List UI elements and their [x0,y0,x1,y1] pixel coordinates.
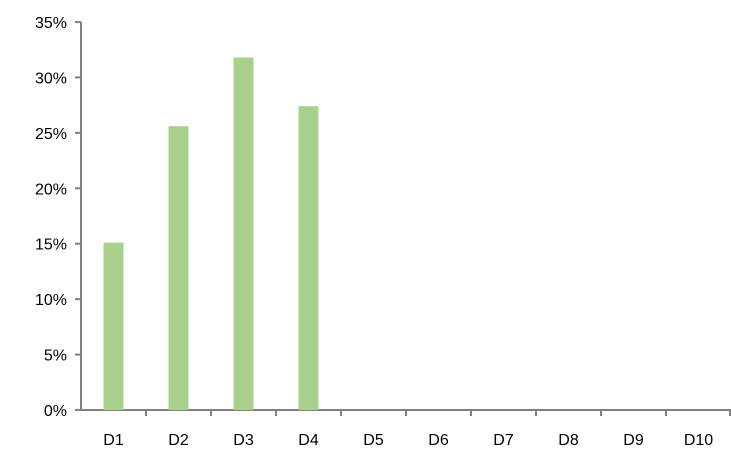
bar-d4 [298,106,319,410]
y-tick-label: 30% [35,70,67,87]
y-axis: 0% 5% 10% 15% 20% 25% 30% 35% [35,15,82,420]
bar-d2 [168,126,189,410]
y-tick-label: 10% [35,292,67,309]
x-tick-label: D4 [298,432,319,449]
y-tick-label: 15% [35,237,67,254]
bar-d3 [233,57,254,411]
x-tick-label: D5 [363,432,384,449]
x-tick-label: D2 [168,432,189,449]
x-tick-label: D10 [684,432,713,449]
y-tick-label: 20% [35,181,67,198]
y-tick-label: 25% [35,126,67,143]
x-tick-label: D6 [428,432,449,449]
x-axis: D1 D2 D3 D4 D5 D6 D7 D8 D9 D10 [81,409,731,449]
x-tick-label: D3 [233,432,254,449]
x-tick-label: D9 [623,432,644,449]
bar-d1 [103,242,124,410]
x-tick-label: D1 [103,432,124,449]
y-tick-label: 35% [35,15,67,32]
bars [103,57,319,411]
y-tick-label: 0% [44,403,67,420]
y-tick-label: 5% [44,348,67,365]
x-tick-label: D8 [558,432,579,449]
x-tick-label: D7 [493,432,514,449]
